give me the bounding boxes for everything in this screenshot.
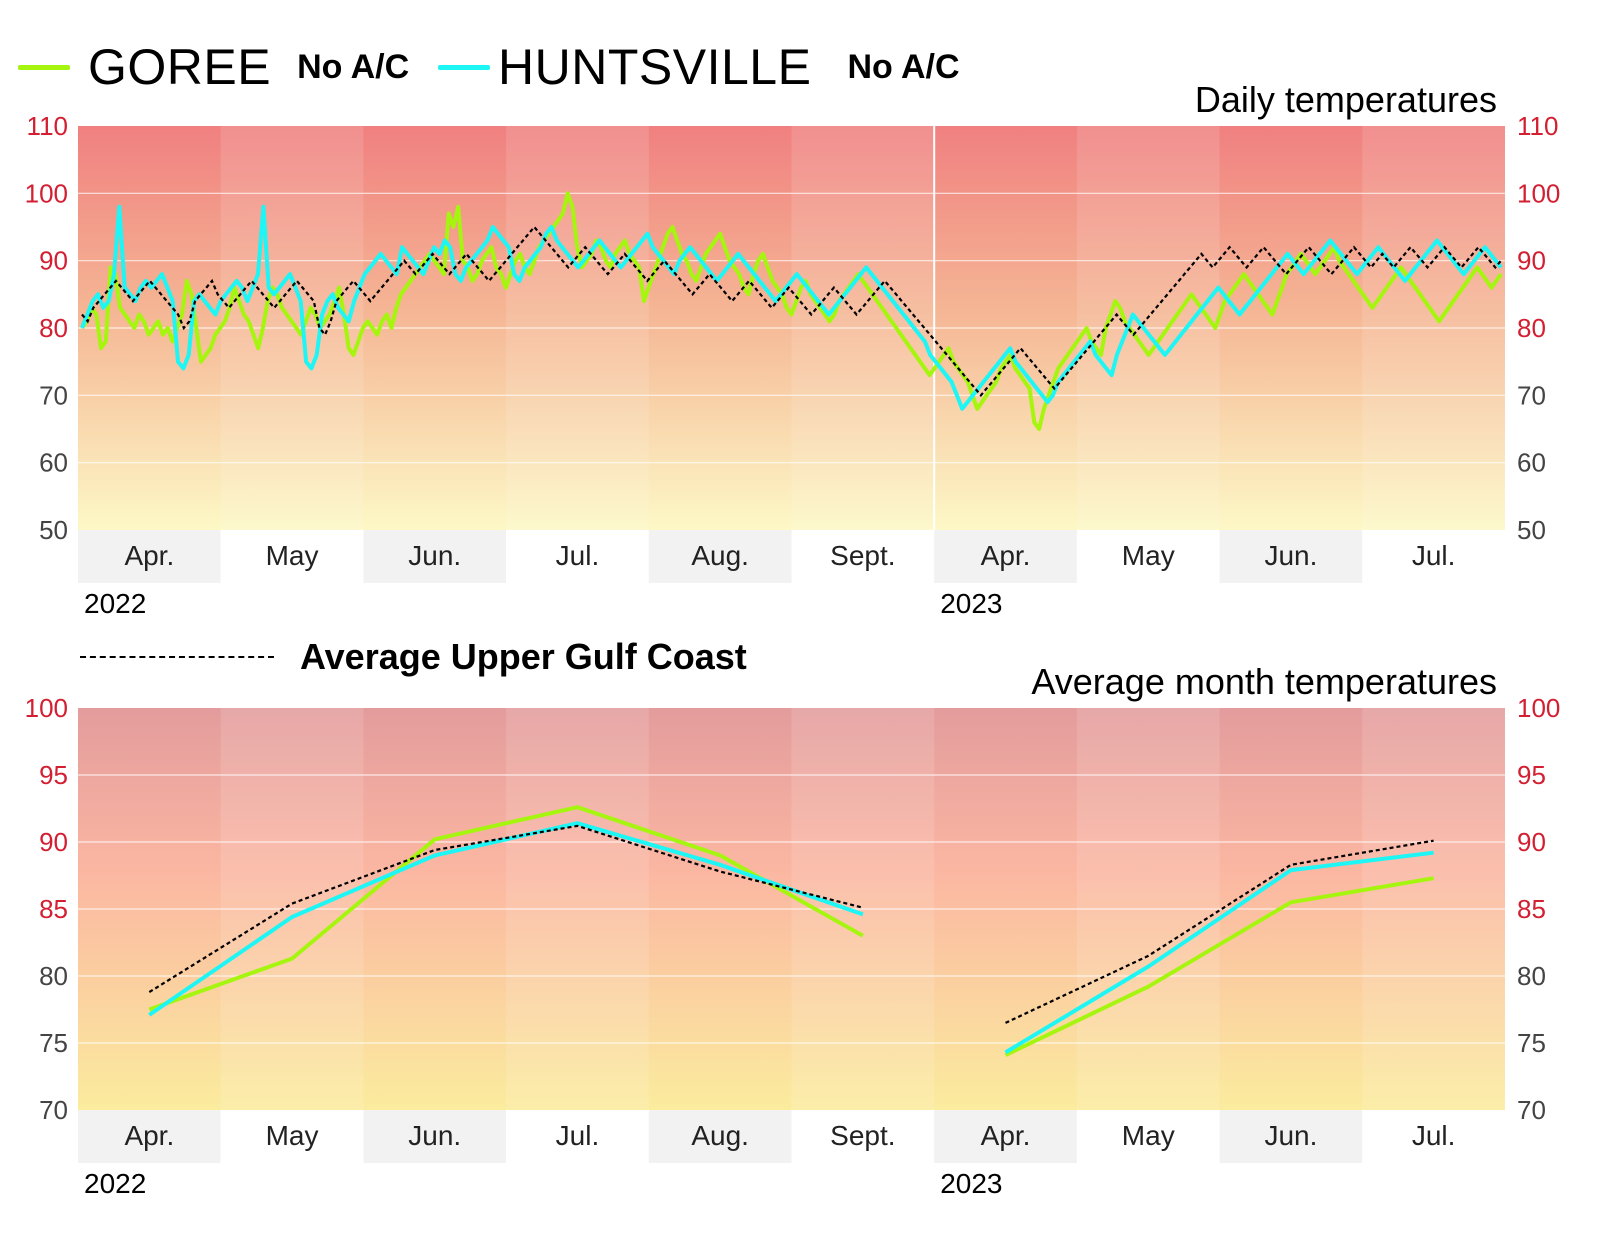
month-cell — [934, 1110, 1077, 1163]
x-month-label: Jun. — [1264, 540, 1317, 571]
series-line-huntsville — [80, 204, 1503, 411]
x-month-label: Apr. — [124, 540, 174, 571]
x-month-label: Apr. — [981, 1120, 1031, 1151]
y-tick-label-left: 100 — [25, 178, 68, 208]
chart-title: Daily temperatures — [1195, 79, 1497, 120]
y-tick-label-left: 60 — [39, 448, 68, 478]
x-month-label: Jul. — [1412, 1120, 1456, 1151]
y-tick-label-left: 90 — [39, 246, 68, 276]
y-tick-label-left: 70 — [39, 1095, 68, 1125]
x-month-label: Apr. — [124, 1120, 174, 1151]
legend-swatch-average — [80, 656, 274, 658]
y-tick-label-left: 95 — [39, 760, 68, 790]
y-tick-label-right: 95 — [1517, 760, 1546, 790]
y-tick-label-right: 75 — [1517, 1028, 1546, 1058]
month-cell — [220, 1110, 364, 1163]
y-tick-label-right: 70 — [1517, 1095, 1546, 1125]
legend-note-huntsville: No A/C — [847, 47, 960, 86]
series-line-average — [148, 824, 864, 994]
month-cell — [1076, 1110, 1220, 1163]
month-cell — [78, 1110, 221, 1163]
y-tick-label-right: 90 — [1517, 827, 1546, 857]
x-month-label: May — [266, 1120, 319, 1151]
series-line-goree — [1004, 876, 1434, 1057]
y-tick-label-left: 50 — [39, 515, 68, 545]
x-year-label: 2022 — [84, 1168, 146, 1199]
legend-swatch-goree — [18, 64, 70, 70]
legend-label-goree: GOREE — [88, 39, 272, 95]
month-cell — [791, 530, 935, 583]
y-tick-label-left: 80 — [39, 961, 68, 991]
x-month-label: May — [1122, 1120, 1175, 1151]
x-month-label: Jun. — [1264, 1120, 1317, 1151]
y-tick-label-right: 100 — [1517, 693, 1560, 723]
x-month-label: Aug. — [691, 540, 749, 571]
y-tick-label-right: 85 — [1517, 894, 1546, 924]
series-line-average — [81, 225, 1502, 398]
y-tick-label-right: 80 — [1517, 313, 1546, 343]
legend-item-goree: GOREE No A/C — [18, 38, 409, 96]
x-month-label: May — [266, 540, 319, 571]
y-tick-label-right: 100 — [1517, 178, 1560, 208]
x-month-label: Jul. — [556, 540, 600, 571]
y-tick-label-right: 110 — [1517, 111, 1558, 141]
y-tick-label-left: 75 — [39, 1028, 68, 1058]
series-line-goree — [148, 805, 864, 1012]
legend-label-huntsville: HUNTSVILLE — [498, 39, 812, 95]
daily-temperatures-chart: 50 50 60 60 70 70 80 80 90 90 100 100 110 110 Apr. May J… — [25, 79, 1561, 619]
month-cell — [363, 530, 507, 583]
x-year-label: 2022 — [84, 588, 146, 619]
x-month-label: Sept. — [830, 540, 895, 571]
legend-swatch-huntsville — [438, 64, 490, 70]
y-tick-label-left: 70 — [39, 380, 68, 410]
y-tick-label-left: 80 — [39, 313, 68, 343]
y-tick-label-right: 90 — [1517, 246, 1546, 276]
x-month-label: Jun. — [408, 540, 461, 571]
series-line-huntsville — [148, 821, 864, 1017]
series-line-huntsville — [1004, 850, 1434, 1055]
x-month-label: Apr. — [981, 540, 1031, 571]
chart-title: Average month temperatures — [1031, 661, 1497, 702]
x-month-label: Sept. — [830, 1120, 895, 1151]
y-tick-label-right: 70 — [1517, 380, 1546, 410]
y-tick-label-left: 110 — [27, 111, 68, 141]
month-cell — [1362, 530, 1505, 583]
y-tick-label-left: 100 — [25, 693, 68, 723]
month-cell — [934, 530, 1077, 583]
x-month-label: Aug. — [691, 1120, 749, 1151]
month-cell — [791, 1110, 935, 1163]
y-tick-label-left: 90 — [39, 827, 68, 857]
month-cell — [220, 530, 364, 583]
x-year-label: 2023 — [940, 1168, 1002, 1199]
month-cell — [648, 530, 792, 583]
y-tick-label-right: 50 — [1517, 515, 1546, 545]
month-cell — [506, 530, 649, 583]
series-line-average — [1005, 839, 1434, 1024]
x-month-label: May — [1122, 540, 1175, 571]
month-cell — [1076, 530, 1220, 583]
y-tick-label-right: 80 — [1517, 961, 1546, 991]
legend: GOREE No A/C HUNTSVILLE No A/C — [18, 38, 1018, 98]
y-tick-label-left: 85 — [39, 894, 68, 924]
x-year-label: 2023 — [940, 588, 1002, 619]
month-cell — [1219, 530, 1363, 583]
month-cell — [648, 1110, 792, 1163]
x-month-label: Jul. — [1412, 540, 1456, 571]
month-cell — [506, 1110, 649, 1163]
y-tick-label-right: 60 — [1517, 448, 1546, 478]
month-cell — [1362, 1110, 1505, 1163]
legend-label-average: Average Upper Gulf Coast — [300, 636, 747, 677]
x-month-label: Jul. — [556, 1120, 600, 1151]
series-line-goree — [80, 191, 1503, 431]
month-cell — [78, 530, 221, 583]
month-cell — [1219, 1110, 1363, 1163]
legend-note-goree: No A/C — [297, 47, 410, 86]
legend-item-average: Average Upper Gulf Coast — [80, 636, 747, 678]
month-cell — [363, 1110, 507, 1163]
legend-item-huntsville: HUNTSVILLE No A/C — [438, 38, 960, 96]
monthly-temperatures-chart: 70 70 75 75 80 80 85 85 90 90 95 95 100 100 Apr. May Jun… — [25, 661, 1561, 1199]
x-month-label: Jun. — [408, 1120, 461, 1151]
